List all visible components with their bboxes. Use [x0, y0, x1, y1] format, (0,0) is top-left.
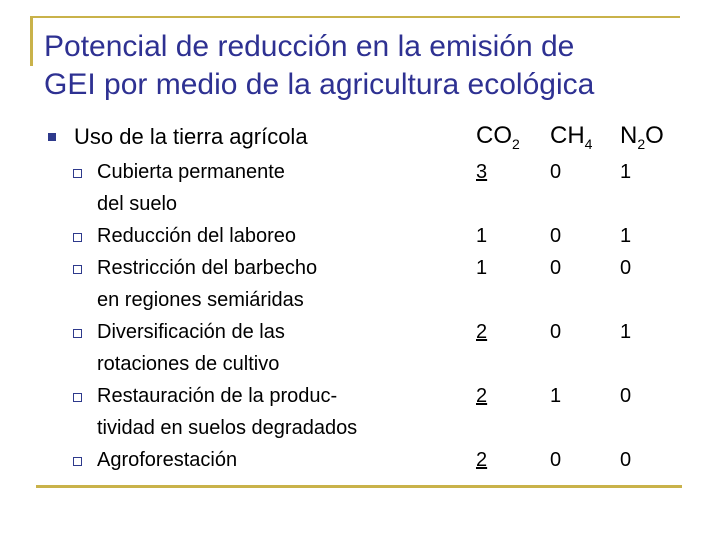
sub-bullet-icon	[73, 233, 82, 242]
cell-ch4: 1	[550, 385, 562, 407]
row-label-line: en regiones semiáridas	[97, 289, 304, 311]
column-header-co2-base: CO	[476, 122, 512, 149]
sub-bullet-icon	[73, 169, 82, 178]
table-row: Agroforestación 2 0 0	[0, 444, 720, 476]
cell-co2: 2	[476, 449, 488, 471]
table-row: Diversificación de las rotaciones de cult…	[0, 316, 720, 380]
column-header-ch4: CH4	[550, 122, 592, 152]
frame-bottom-line	[36, 485, 682, 488]
frame-top-line	[30, 16, 680, 18]
sub-bullet-icon	[73, 329, 82, 338]
row-label-line: Diversificación de las	[97, 321, 285, 343]
row-label: Diversificación de las rotaciones de cult…	[97, 316, 417, 380]
column-header-co2-sub: 2	[512, 136, 520, 152]
cell-ch4: 0	[550, 225, 562, 247]
column-header-co2: CO2	[476, 122, 520, 152]
column-header-ch4-base: CH	[550, 122, 585, 149]
cell-n2o: 1	[620, 225, 632, 247]
frame-left-line	[30, 16, 33, 66]
slide-title-line-2: GEI por medio de la agricultura ecológic…	[44, 68, 595, 101]
sub-bullet-icon	[73, 265, 82, 274]
row-label: Restricción del barbecho en regiones semi…	[97, 252, 417, 316]
row-label: Reducción del laboreo	[97, 220, 417, 252]
cell-n2o: 0	[620, 385, 632, 407]
slide-title-line-1: Potencial de reducción en la emisión de	[44, 30, 575, 63]
row-label-line: rotaciones de cultivo	[97, 353, 280, 375]
row-label-line: del suelo	[97, 193, 178, 215]
table-row: Cubierta permanente del suelo 3 0 1	[0, 156, 720, 220]
column-header-n2o-base: N	[620, 122, 638, 149]
cell-n2o: 1	[620, 161, 632, 183]
row-label-line: Cubierta permanente	[97, 161, 285, 183]
main-bullet-icon	[48, 133, 56, 141]
cell-n2o: 0	[620, 257, 632, 279]
cell-ch4: 0	[550, 449, 562, 471]
table-heading: Uso de la tierra agrícola	[74, 124, 308, 149]
cell-n2o: 0	[620, 449, 632, 471]
table-row: Reducción del laboreo 1 0 1	[0, 220, 720, 252]
column-header-n2o: N2O	[620, 122, 664, 152]
cell-ch4: 0	[550, 321, 562, 343]
cell-co2: 1	[476, 257, 488, 279]
column-header-n2o-sub: 2	[637, 136, 646, 152]
row-label: Restauración de la produc-tividad en sue…	[97, 380, 417, 444]
cell-co2: 1	[476, 225, 488, 247]
row-label-line: Restauración de la produc-	[97, 385, 338, 407]
cell-co2: 3	[476, 161, 488, 183]
cell-ch4: 0	[550, 161, 562, 183]
table-row: Restauración de la produc-tividad en sue…	[0, 380, 720, 444]
row-label: Agroforestación	[97, 444, 417, 476]
row-label-line: tividad en suelos degradados	[97, 417, 358, 439]
column-header-ch4-sub: 4	[584, 136, 593, 152]
cell-co2: 2	[476, 385, 488, 407]
cell-n2o: 1	[620, 321, 632, 343]
sub-bullet-icon	[73, 457, 82, 466]
cell-ch4: 0	[550, 257, 562, 279]
slide-title: Potencial de reducción en la emisión de …	[44, 28, 704, 104]
row-label-line: Restricción del barbecho	[97, 257, 318, 279]
row-label-line: Reducción del laboreo	[97, 225, 297, 247]
sub-bullet-icon	[73, 393, 82, 402]
column-header-n2o-tail: O	[645, 122, 664, 149]
cell-co2: 2	[476, 321, 488, 343]
row-label-line: Agroforestación	[97, 449, 238, 471]
row-label: Cubierta permanente del suelo	[97, 156, 417, 220]
table-row: Restricción del barbecho en regiones semi…	[0, 252, 720, 316]
